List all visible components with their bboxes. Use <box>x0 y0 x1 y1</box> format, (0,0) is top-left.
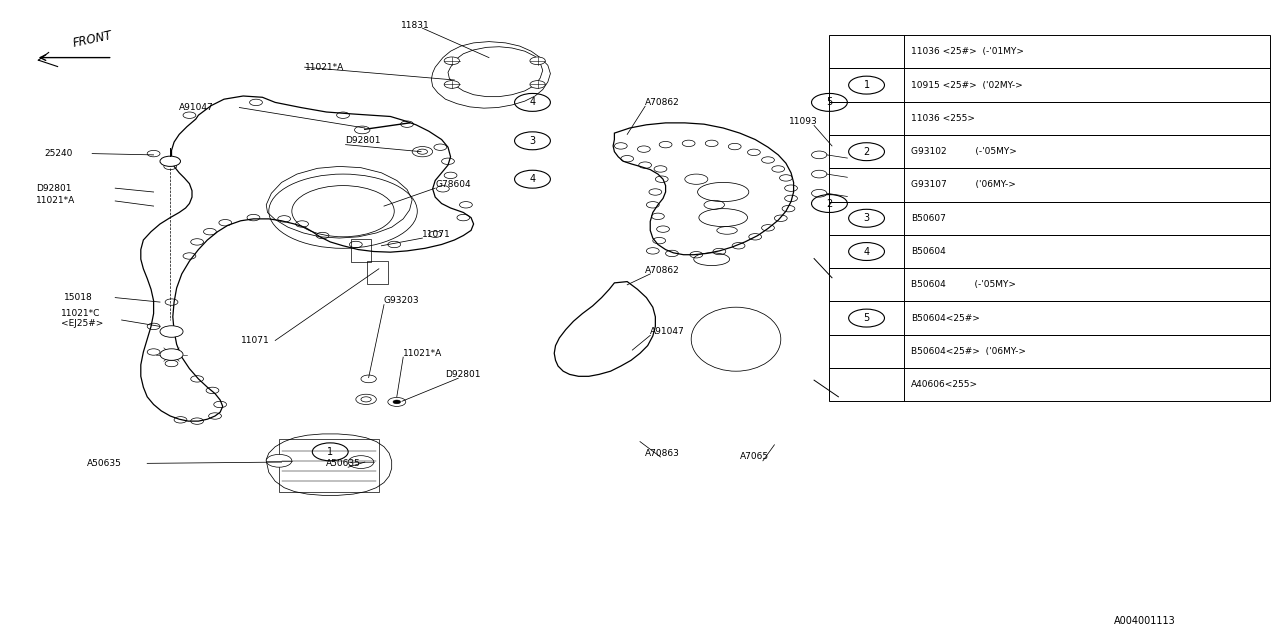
Circle shape <box>393 400 401 404</box>
Text: B50604          (-'05MY>: B50604 (-'05MY> <box>911 280 1016 289</box>
Text: B50604<25#>  ('06MY->: B50604<25#> ('06MY-> <box>911 347 1027 356</box>
Text: 11021*A: 11021*A <box>403 349 443 358</box>
Text: 3: 3 <box>864 213 869 223</box>
Text: FRONT: FRONT <box>72 29 113 50</box>
Circle shape <box>530 81 545 88</box>
Text: G78604: G78604 <box>435 180 471 189</box>
Circle shape <box>160 349 183 360</box>
Text: A70862: A70862 <box>645 98 680 107</box>
Text: 15018: 15018 <box>64 293 92 302</box>
Text: A91047: A91047 <box>179 103 214 112</box>
Text: 11036 <255>: 11036 <255> <box>911 114 975 123</box>
Text: A70862: A70862 <box>645 266 680 275</box>
Circle shape <box>444 81 460 88</box>
Text: 11071: 11071 <box>422 230 451 239</box>
Bar <box>829 168 1270 202</box>
Text: <EJ25#>: <EJ25#> <box>61 319 104 328</box>
Text: A7065: A7065 <box>740 452 769 461</box>
Bar <box>829 235 1270 268</box>
Text: 5: 5 <box>864 313 869 323</box>
Text: 25240: 25240 <box>45 149 73 158</box>
Bar <box>351 239 371 262</box>
Text: A40606<255>: A40606<255> <box>911 380 978 389</box>
Bar <box>367 261 388 284</box>
Circle shape <box>444 57 460 65</box>
Text: 4: 4 <box>864 246 869 257</box>
Text: 5: 5 <box>827 97 832 108</box>
Bar <box>829 202 1270 235</box>
Text: 2: 2 <box>827 198 832 209</box>
Text: A50635: A50635 <box>87 459 122 468</box>
Text: G93102          (-'05MY>: G93102 (-'05MY> <box>911 147 1018 156</box>
Text: A004001113: A004001113 <box>1114 616 1175 626</box>
Bar <box>829 368 1270 401</box>
Circle shape <box>530 57 545 65</box>
Text: 3: 3 <box>530 136 535 146</box>
Circle shape <box>160 326 183 337</box>
Text: G93203: G93203 <box>384 296 420 305</box>
Bar <box>829 268 1270 301</box>
Bar <box>829 135 1270 168</box>
Text: D92801: D92801 <box>36 184 72 193</box>
Text: B50604: B50604 <box>911 247 946 256</box>
Text: 11021*A: 11021*A <box>305 63 344 72</box>
Text: A91047: A91047 <box>650 327 685 336</box>
Circle shape <box>348 456 374 468</box>
Bar <box>829 35 1270 68</box>
Text: A50635: A50635 <box>326 460 361 468</box>
Text: D92801: D92801 <box>445 370 481 379</box>
Text: 11021*C: 11021*C <box>61 309 101 318</box>
Text: 4: 4 <box>530 174 535 184</box>
Text: 2: 2 <box>864 147 869 157</box>
Text: 1: 1 <box>864 80 869 90</box>
Bar <box>829 335 1270 368</box>
Circle shape <box>266 454 292 467</box>
Text: B50604<25#>: B50604<25#> <box>911 314 980 323</box>
Text: G93107          ('06MY->: G93107 ('06MY-> <box>911 180 1016 189</box>
Text: 11021*A: 11021*A <box>36 196 76 205</box>
Bar <box>829 301 1270 335</box>
Text: 4: 4 <box>530 97 535 108</box>
Text: B50607: B50607 <box>911 214 946 223</box>
Circle shape <box>160 156 180 166</box>
Text: A70863: A70863 <box>645 449 680 458</box>
Text: 11071: 11071 <box>241 336 269 345</box>
Bar <box>829 68 1270 102</box>
Bar <box>829 102 1270 135</box>
Text: D92801: D92801 <box>346 136 381 145</box>
Text: 10915 <25#>  ('02MY->: 10915 <25#> ('02MY-> <box>911 81 1023 90</box>
Text: 11093: 11093 <box>788 117 817 126</box>
Text: 11036 <25#>  (-'01MY>: 11036 <25#> (-'01MY> <box>911 47 1024 56</box>
Text: 11831: 11831 <box>401 21 429 30</box>
Text: 1: 1 <box>328 447 333 457</box>
